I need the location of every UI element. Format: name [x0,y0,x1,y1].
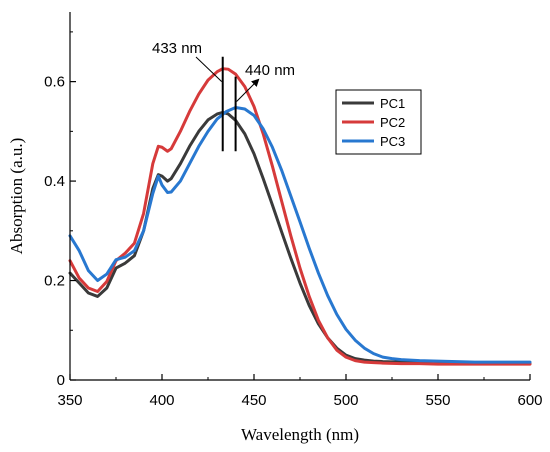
x-tick-label-600: 600 [517,392,542,409]
annotations: 433 nm 440 nm [152,40,295,152]
peak-arrow-433 [195,56,223,82]
series-line-pc2 [68,67,532,366]
x-tick-label-550: 550 [425,392,450,409]
legend: PC1 PC2 PC3 [335,89,422,155]
x-tick-label-400: 400 [149,392,174,409]
legend-label-pc2: PC2 [380,115,405,130]
peak-label-433: 433 nm [152,40,202,57]
y-tick-label-1: 0.2 [44,273,65,290]
y-axis-title: Absorption (a.u.) [7,138,26,255]
x-tick-label-350: 350 [57,392,82,409]
legend-label-pc1: PC1 [380,96,405,111]
series-line-pc3 [68,105,532,364]
plot-area [68,67,532,366]
legend-label-pc3: PC3 [380,134,405,149]
y-tick-label-2: 0.4 [44,173,65,190]
x-axis-title: Wavelength (nm) [241,425,359,444]
x-tick-label-450: 450 [241,392,266,409]
peak-arrow-440 [236,78,260,102]
x-tick-label-500: 500 [333,392,358,409]
y-tick-label-0: 0 [57,372,65,389]
axes: 350 400 450 500 550 600 0 0.2 0.4 0.6 [44,12,543,409]
peak-label-440: 440 nm [245,62,295,79]
y-tick-label-3: 0.6 [44,74,65,91]
